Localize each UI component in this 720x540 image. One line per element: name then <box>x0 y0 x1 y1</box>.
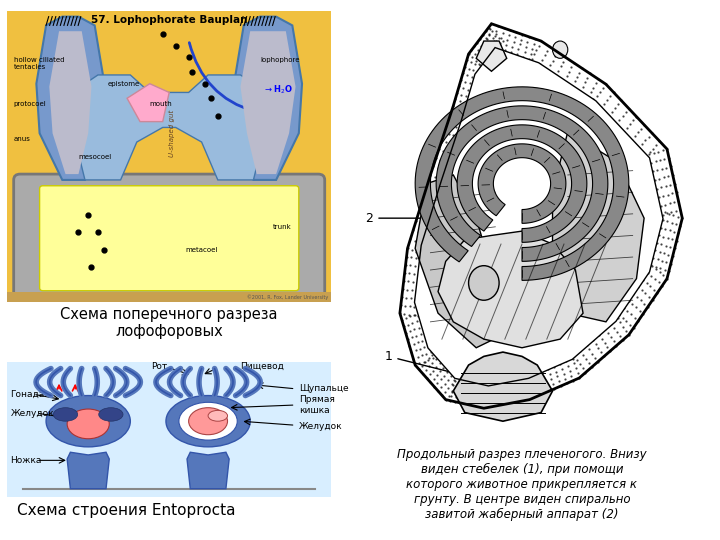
Text: hollow ciliated
tentacles: hollow ciliated tentacles <box>14 57 64 70</box>
Text: Продольный разрез плеченогого. Внизу
виден стебелек (1), при помощи
которого жив: Продольный разрез плеченогого. Внизу вид… <box>397 448 647 521</box>
Text: ©2001, R. Fox, Lander University: ©2001, R. Fox, Lander University <box>247 294 328 300</box>
Ellipse shape <box>208 410 228 421</box>
Text: Ножка: Ножка <box>11 456 42 465</box>
Polygon shape <box>50 31 91 174</box>
Polygon shape <box>454 352 552 421</box>
Ellipse shape <box>53 408 78 421</box>
Polygon shape <box>72 75 266 180</box>
Ellipse shape <box>46 395 130 447</box>
Ellipse shape <box>179 402 237 440</box>
Polygon shape <box>476 41 507 71</box>
Text: mouth: mouth <box>150 101 173 107</box>
Text: Гонада: Гонада <box>11 390 45 399</box>
Polygon shape <box>234 17 302 180</box>
Ellipse shape <box>166 395 251 447</box>
Text: lophophore: lophophore <box>260 57 300 63</box>
Text: Пищевод: Пищевод <box>240 362 284 371</box>
Polygon shape <box>187 453 229 489</box>
Text: metacoel: metacoel <box>186 247 217 253</box>
Text: Желудок: Желудок <box>11 409 54 417</box>
Bar <box>7 292 331 302</box>
Polygon shape <box>552 132 644 322</box>
Text: U-shaped gut: U-shaped gut <box>169 110 176 157</box>
Ellipse shape <box>67 409 109 438</box>
Polygon shape <box>400 24 683 408</box>
Text: Схема строения Entoprocta: Схема строения Entoprocta <box>17 503 235 517</box>
Text: epistome: epistome <box>108 80 140 87</box>
Polygon shape <box>436 106 608 261</box>
Text: 57. Lophophorate Bauplan: 57. Lophophorate Bauplan <box>91 15 248 25</box>
Text: Прямая
кишка: Прямая кишка <box>299 395 335 415</box>
Polygon shape <box>127 84 169 122</box>
Polygon shape <box>438 231 583 348</box>
Text: Щупальце: Щупальце <box>299 384 348 393</box>
Polygon shape <box>240 31 296 174</box>
Polygon shape <box>457 125 587 242</box>
Text: protocoel: protocoel <box>14 101 46 107</box>
Polygon shape <box>36 17 104 180</box>
Text: trunk: trunk <box>273 224 292 230</box>
Text: mesocoel: mesocoel <box>78 153 112 160</box>
Text: $\rightarrow$H$_2$O: $\rightarrow$H$_2$O <box>264 83 293 96</box>
Ellipse shape <box>99 408 123 421</box>
Polygon shape <box>415 87 629 280</box>
FancyBboxPatch shape <box>14 174 325 302</box>
Text: Схема поперечного разреза
лофофоровых: Схема поперечного разреза лофофоровых <box>60 307 278 339</box>
Text: anus: anus <box>14 136 30 142</box>
FancyBboxPatch shape <box>40 186 299 291</box>
Text: 2: 2 <box>366 212 431 225</box>
Ellipse shape <box>189 408 228 435</box>
Polygon shape <box>478 144 566 224</box>
Text: Рот: Рот <box>151 362 168 371</box>
Text: 1: 1 <box>384 350 489 382</box>
Circle shape <box>469 266 499 300</box>
Polygon shape <box>415 48 663 386</box>
Circle shape <box>552 41 568 58</box>
Polygon shape <box>415 175 503 348</box>
Polygon shape <box>67 453 109 489</box>
Text: Желудок: Желудок <box>299 422 343 431</box>
